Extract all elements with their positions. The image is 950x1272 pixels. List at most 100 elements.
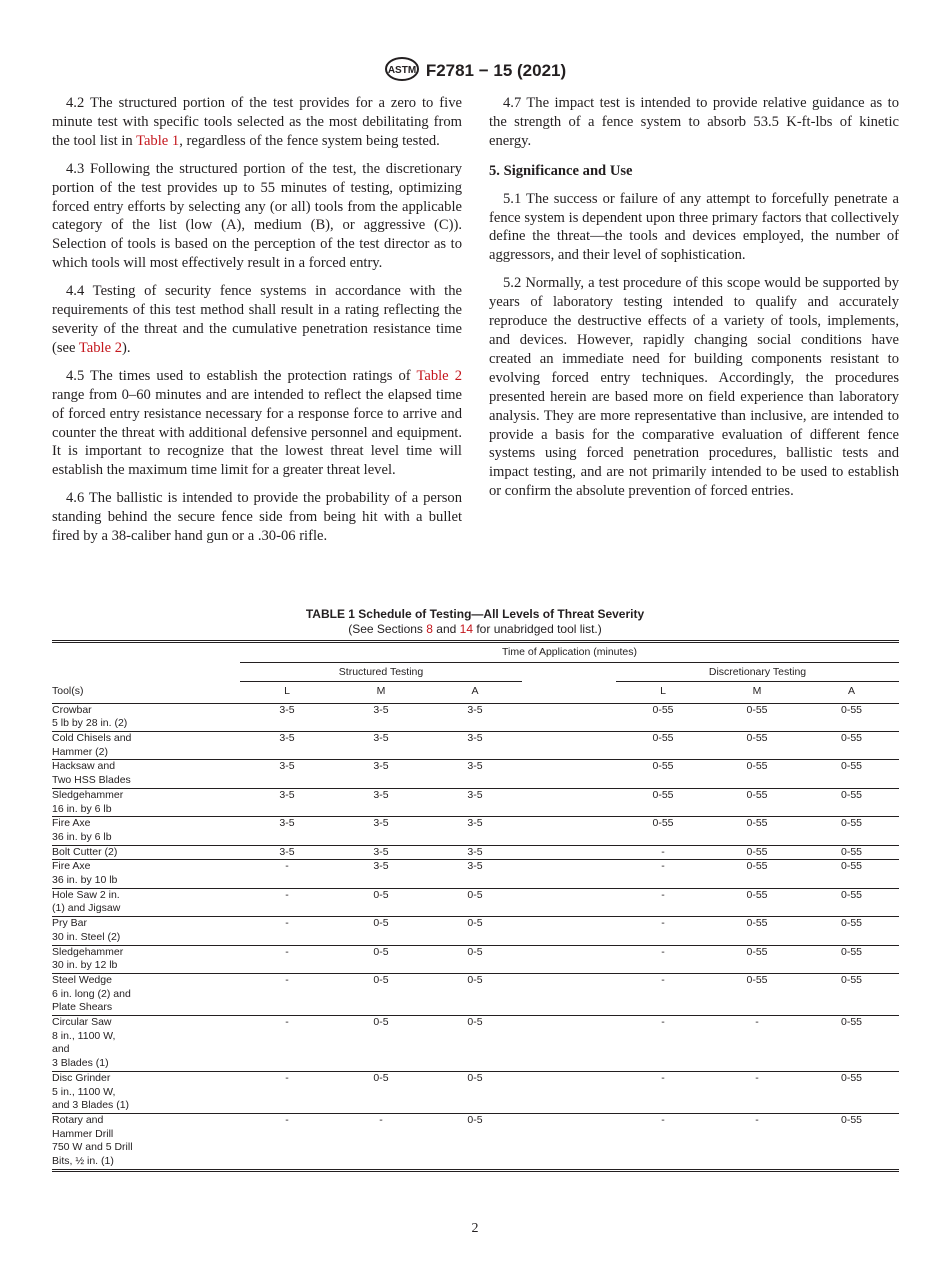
link-section-14[interactable]: 14 <box>459 622 474 636</box>
time-cell: 3-5 <box>373 760 389 773</box>
time-cell: 0-5 <box>467 945 483 958</box>
time-cell: 3-5 <box>467 845 483 858</box>
spacer <box>522 973 616 1015</box>
spacer <box>522 1071 616 1113</box>
time-cell: 0-55 <box>746 845 768 858</box>
table-row: Disc Grinder 5 in., 1100 W, and 3 Blades (… <box>52 1071 899 1113</box>
spacer <box>522 760 616 788</box>
time-cell: - <box>661 845 665 858</box>
time-cell: - <box>285 973 289 986</box>
time-cell: - <box>661 860 665 873</box>
table-title: TABLE 1 Schedule of Testing—All Levels o… <box>305 607 645 621</box>
time-cell: 0-55 <box>652 817 674 830</box>
table-body: Crowbar 5 lb by 28 in. (2) 3-5 3-5 3-5 0-55 0-… <box>52 703 899 1171</box>
tool-cell: Hacksaw and Two HSS Blades <box>52 760 240 788</box>
table-row: Pry Bar 30 in. Steel (2) - 0-5 0-5 - 0-55 0-55 <box>52 916 899 945</box>
tool-cell: Hole Saw 2 in. (1) and Jigsaw <box>52 888 240 916</box>
time-cell: 0-55 <box>840 860 862 873</box>
tool-cell: Cold Chisels and Hammer (2) <box>52 732 240 760</box>
tool-cell: Disc Grinder 5 in., 1100 W, and 3 Blades (… <box>52 1071 240 1113</box>
time-cell: 0-55 <box>652 703 674 716</box>
time-cell: 0-55 <box>840 1016 862 1029</box>
tool-name-line: Crowbar <box>52 703 92 716</box>
time-cell: 3-5 <box>373 732 389 745</box>
tool-name-line: Fire Axe <box>52 817 91 830</box>
link-table-2[interactable]: Table 2 <box>78 339 123 356</box>
time-cell: 0-5 <box>467 1071 483 1084</box>
time-cell: 0-55 <box>840 845 862 858</box>
level-header: L <box>284 685 290 698</box>
table-row: Sledgehammer 30 in. by 12 lb - 0-5 0-5 - 0-55 0… <box>52 945 899 973</box>
tool-name-line: Rotary and <box>52 1114 104 1126</box>
spacer <box>522 1114 616 1171</box>
time-cell: - <box>661 973 665 986</box>
time-cell: - <box>285 1071 289 1084</box>
time-cell: - <box>285 888 289 901</box>
tool-name-line: Hole Saw 2 in. <box>52 888 120 901</box>
para-4-6: 4.6 The ballistic is intended to provide… <box>52 490 462 545</box>
time-cell: 0-55 <box>746 732 768 745</box>
level-header: M <box>376 685 386 698</box>
time-cell: - <box>661 1114 665 1126</box>
tool-name-line: Circular Saw <box>52 1016 112 1029</box>
time-cell: 3-5 <box>467 703 483 716</box>
designation: F2781 − 15 (2021) <box>425 60 567 80</box>
right-column: 4.7 The impact test is intended to provi… <box>489 94 899 510</box>
time-cell: 0-5 <box>373 945 389 958</box>
time-cell: 0-5 <box>467 973 483 986</box>
tool-name-line: 5 lb by 28 in. (2) <box>52 717 128 730</box>
link-table-1[interactable]: Table 1 <box>136 132 180 149</box>
spacer <box>522 945 616 973</box>
time-cell: 3-5 <box>279 732 295 745</box>
tool-name-line: 16 in. by 6 lb <box>52 802 112 815</box>
time-cell: - <box>285 1114 289 1126</box>
link-table-2[interactable]: Table 2 <box>416 367 462 384</box>
time-cell: 0-55 <box>746 788 768 801</box>
time-cell: 0-55 <box>840 917 862 930</box>
time-cell: 0-55 <box>746 760 768 773</box>
spacer <box>522 888 616 916</box>
time-cell: 0-55 <box>652 788 674 801</box>
table-row: Cold Chisels and Hammer (2) 3-5 3-5 3-5 0-55 0… <box>52 731 899 760</box>
spacer <box>522 817 616 845</box>
level-header: A <box>847 685 855 698</box>
tool-cell: Rotary and Hammer Drill 750 W and 5 Drill B… <box>52 1114 240 1171</box>
time-cell: 3-5 <box>279 788 295 801</box>
structured-testing-header: Structured Testing <box>240 662 522 683</box>
tool-name-line: and 3 Blades (1) <box>52 1099 130 1112</box>
tool-name-line: Disc Grinder <box>52 1071 111 1084</box>
time-cell: - <box>285 1016 289 1029</box>
time-cell: 0-55 <box>840 1071 862 1084</box>
para-4-4: 4.4 Testing of security fence systems in… <box>52 283 462 356</box>
time-cell: - <box>285 860 289 873</box>
table-row: Steel Wedge 6 in. long (2) and Plate Shear… <box>52 973 899 1015</box>
tool-name-line: 8 in., 1100 W, <box>52 1029 116 1042</box>
tool-name-line: 3 Blades (1) <box>52 1057 109 1070</box>
time-cell: 0-5 <box>467 1114 483 1126</box>
time-cell: 3-5 <box>467 760 483 773</box>
time-cell: 0-55 <box>840 703 862 716</box>
table-caption: TABLE 1 Schedule of Testing—All Levels o… <box>305 607 645 636</box>
time-cell: - <box>661 888 665 901</box>
tool-name-line: 5 in., 1100 W, <box>52 1085 116 1098</box>
time-cell: 3-5 <box>279 845 295 858</box>
tool-name-line: Bits, ½ in. (1) <box>52 1155 114 1168</box>
time-cell: 0-55 <box>840 817 862 830</box>
time-cell: 3-5 <box>373 788 389 801</box>
tool-name-line: 6 in. long (2) and <box>52 987 131 1000</box>
spacer <box>522 703 616 731</box>
time-cell: 3-5 <box>373 817 389 830</box>
tool-name-line: Bolt Cutter (2) <box>52 845 118 858</box>
tool-cell: Circular Saw 8 in., 1100 W, and 3 Blades (1… <box>52 1016 240 1072</box>
tool-cell: Pry Bar 30 in. Steel (2) <box>52 917 240 945</box>
spacer <box>522 1016 616 1072</box>
para-5-1: 5.1 The success or failure of any attemp… <box>489 190 899 264</box>
link-section-8[interactable]: 8 <box>426 622 433 636</box>
time-cell: 0-5 <box>373 973 389 986</box>
tool-name-line: (1) and Jigsaw <box>52 902 121 915</box>
time-cell: - <box>285 917 289 930</box>
table-row: Bolt Cutter (2) 3-5 3-5 3-5 - 0-55 0-55 <box>52 845 899 860</box>
tool-name-line: Plate Shears <box>52 1001 113 1014</box>
time-cell: 0-55 <box>840 888 862 901</box>
